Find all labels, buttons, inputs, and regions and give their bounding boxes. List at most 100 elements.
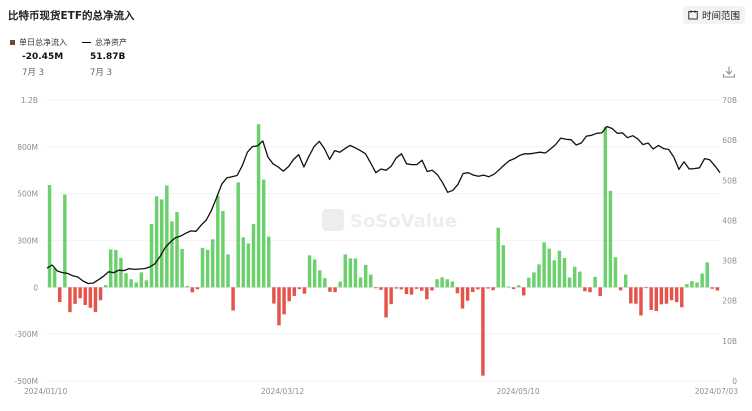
time-range-button[interactable]: 时间范围: [683, 6, 745, 24]
flow-bar: [455, 287, 460, 294]
y-right-tick-label: 10B: [722, 337, 737, 346]
flow-bar: [476, 287, 480, 290]
y-left-tick-label: 1.2B: [21, 96, 38, 105]
flow-bar: [287, 287, 291, 302]
flow-bar: [369, 274, 373, 288]
flow-bar: [613, 257, 618, 288]
flow-bar: [328, 287, 332, 292]
flow-bar: [109, 249, 113, 288]
flow-bar: [552, 260, 557, 288]
y-right-tick-label: 70B: [722, 96, 737, 105]
flow-bar: [481, 287, 485, 376]
calendar-icon: [688, 10, 698, 20]
flow-bar: [318, 270, 322, 288]
flow-bar: [394, 287, 398, 289]
flow-bar: [496, 227, 500, 288]
flow-bar: [190, 287, 195, 293]
flow-bar: [144, 280, 149, 288]
legend-flow-value: -20.45M: [22, 52, 64, 62]
watermark: SoSoValue: [322, 209, 457, 232]
flow-bar: [154, 196, 159, 288]
flow-bar: [297, 287, 302, 290]
y-right-tick-label: 40B: [722, 216, 737, 225]
flow-bar: [175, 211, 179, 288]
flow-bar: [491, 287, 495, 291]
flow-bar: [532, 272, 536, 288]
flow-bar: [669, 287, 674, 301]
total-assets-line: [46, 125, 721, 285]
flow-bar: [511, 287, 516, 290]
flow-bar: [277, 287, 281, 326]
download-icon[interactable]: [722, 66, 736, 78]
flow-bar: [272, 287, 276, 304]
flow-bar: [159, 199, 164, 288]
flow-bar: [47, 185, 52, 288]
flow-bar: [338, 281, 342, 288]
watermark-logo: [322, 209, 344, 231]
flow-bar: [470, 287, 475, 293]
flow-bar: [78, 287, 82, 299]
y-axis-right: 70B 60B 50B 40B 30B 20B 10B 0: [722, 96, 737, 386]
y-right-tick-label: 50B: [722, 176, 737, 185]
flow-bar: [414, 287, 419, 289]
flow-bar: [267, 236, 271, 288]
flow-bar: [52, 267, 57, 288]
flow-bar: [170, 221, 174, 288]
flow-bar: [241, 237, 246, 288]
flow-bar: [603, 126, 608, 288]
legend-flow-label: 单日总净流入: [19, 38, 67, 47]
flow-bar: [282, 287, 286, 315]
flow-bar: [384, 287, 388, 318]
flow-bar: [139, 272, 144, 288]
y-right-tick-label: 20B: [722, 297, 737, 306]
flow-bar: [83, 287, 87, 305]
flow-bar: [180, 248, 184, 288]
y-right-tick-label: 60B: [722, 136, 737, 145]
flow-bar: [659, 287, 664, 305]
flow-bar: [205, 249, 210, 288]
y-axis-left: 1.2B 800M 500M 300M 0 -300M -500M: [15, 96, 39, 386]
flow-bar: [210, 239, 215, 288]
flow-bar: [537, 264, 541, 288]
flow-chart: SoSoValue 1.2B 800M 500M 300M 0 -300M -500M 70…: [15, 96, 739, 396]
flow-bar: [623, 274, 628, 288]
flow-bar: [221, 211, 225, 288]
flow-bar: [399, 287, 404, 290]
x-axis: 2024/01/10 2024/03/12 2024/05/10 2024/07/03: [24, 387, 738, 396]
flow-bar: [236, 182, 240, 288]
y-right-tick-label: 0: [732, 377, 737, 386]
flow-bar: [358, 277, 363, 288]
flow-bar: [200, 247, 205, 288]
flow-bar: [608, 190, 613, 288]
flow-bar: [119, 257, 123, 288]
flow-bar: [527, 277, 531, 288]
flow-bar: [134, 282, 138, 288]
flow-bar: [644, 287, 648, 289]
flow-bar: [363, 264, 368, 288]
y-right-tick-label: 30B: [722, 257, 737, 266]
flow-bar: [307, 255, 312, 288]
flow-bar: [430, 287, 434, 291]
chart-title: 比特币现货ETF的总净流入: [8, 10, 135, 22]
flow-bar: [465, 287, 470, 301]
flow-bar: [312, 259, 317, 288]
flow-bar: [705, 262, 709, 288]
flow-bar: [664, 287, 669, 304]
flow-bar: [185, 285, 189, 288]
flow-bar: [88, 287, 93, 308]
flow-bar: [261, 179, 266, 288]
flow-bar: [195, 287, 200, 290]
legend-flow[interactable]: 单日总净流入: [10, 37, 67, 48]
flow-bar: [389, 287, 393, 305]
chart-grid: [47, 99, 720, 382]
flow-bar: [68, 287, 72, 313]
flow-bar: [409, 287, 414, 295]
legend-assets[interactable]: 总净资产: [82, 37, 127, 48]
flow-bar: [63, 194, 67, 288]
flow-bar: [547, 248, 551, 288]
y-left-tick-label: 500M: [17, 190, 38, 199]
flow-bar: [348, 258, 353, 288]
flow-bar: [715, 287, 720, 291]
flow-bar: [583, 287, 587, 292]
flow-bar: [578, 271, 582, 288]
